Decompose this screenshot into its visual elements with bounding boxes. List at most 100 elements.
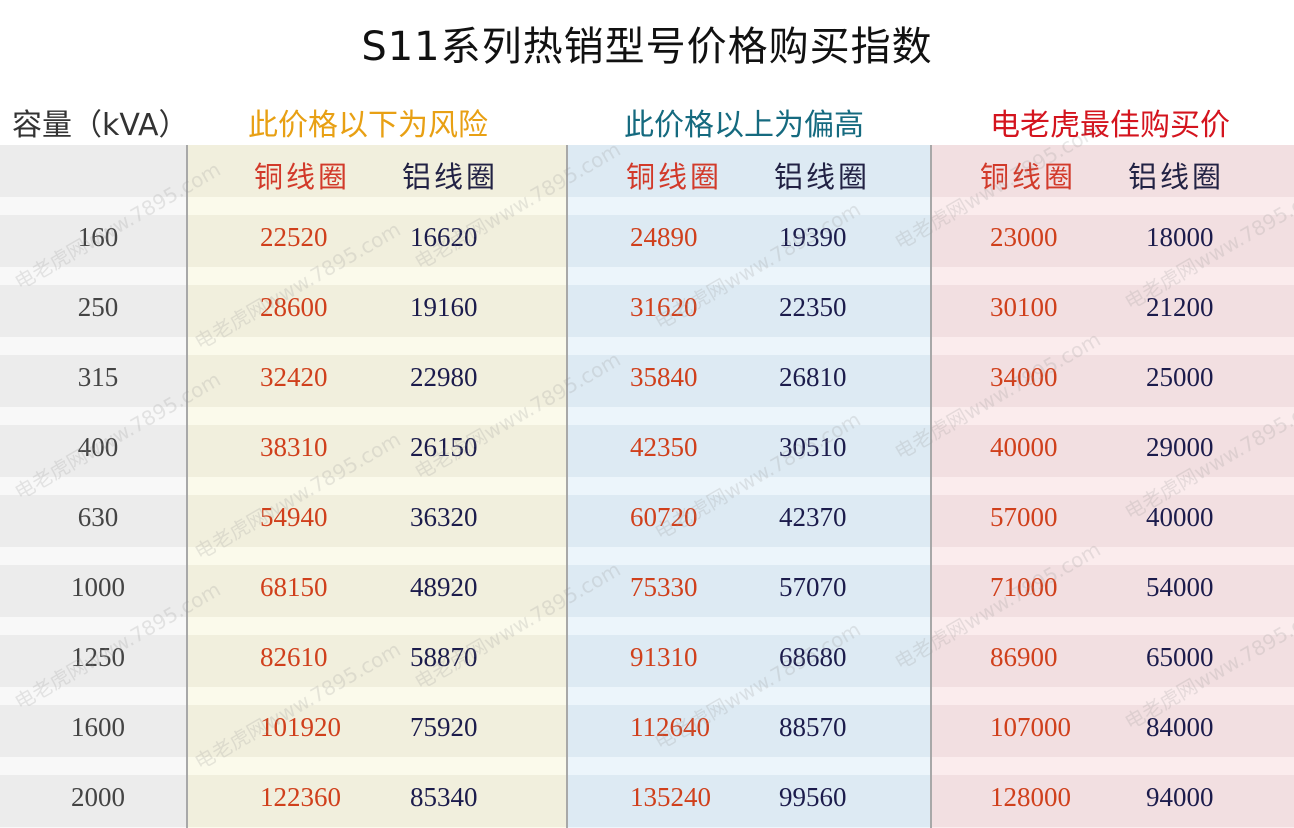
row-stripe: [932, 547, 1294, 565]
capacity-cell: 2000: [71, 782, 125, 812]
above-high-copper-cell: 60720: [630, 502, 698, 532]
best-price-aluminum-cell: 84000: [1146, 712, 1214, 742]
subheader-below-aluminum: 铝线圈: [402, 160, 499, 194]
capacity-cell: 400: [77, 432, 119, 462]
below-risk-copper-cell: 82610: [260, 642, 328, 672]
row-stripe: [568, 407, 931, 425]
capacity-cell: 630: [77, 502, 119, 532]
row-stripe: [188, 617, 567, 635]
below-risk-aluminum-cell: 36320: [410, 502, 478, 532]
above-high-copper-cell: 31620: [630, 292, 698, 322]
row-stripe: [188, 705, 567, 757]
row-stripe: [188, 215, 567, 267]
row-stripe: [932, 337, 1294, 355]
row-stripe: [568, 285, 931, 337]
row-stripe: [188, 495, 567, 547]
best-price-copper-cell: 71000: [990, 572, 1058, 602]
row-stripe: [932, 355, 1294, 407]
below-risk-copper-cell: 22520: [260, 222, 328, 252]
row-stripe: [0, 775, 187, 827]
row-stripe: [568, 635, 931, 687]
row-stripe: [932, 617, 1294, 635]
row-stripe: [188, 547, 567, 565]
row-stripe: [568, 495, 931, 547]
row-stripe: [0, 145, 187, 197]
row-stripe: [188, 687, 567, 705]
subheader-best-copper: 铜线圈: [980, 160, 1077, 194]
best-price-column-band: [932, 145, 1294, 828]
above-high-copper-cell: 42350: [630, 432, 698, 462]
row-stripe: [188, 285, 567, 337]
row-stripe: [932, 285, 1294, 337]
capacity-cell: 160: [77, 222, 119, 252]
below-risk-aluminum-cell: 85340: [410, 782, 478, 812]
capacity-cell: 1250: [71, 642, 125, 672]
below-risk-copper-cell: 28600: [260, 292, 328, 322]
best-price-aluminum-cell: 18000: [1146, 222, 1214, 252]
capacity-cell: 1600: [71, 712, 125, 742]
row-stripe: [188, 425, 567, 477]
row-stripe: [0, 565, 187, 617]
row-stripe: [932, 705, 1294, 757]
row-stripe: [932, 635, 1294, 687]
best-price-aluminum-cell: 94000: [1146, 782, 1214, 812]
row-stripe: [0, 495, 187, 547]
row-stripe: [188, 355, 567, 407]
below-risk-copper-cell: 122360: [260, 782, 341, 812]
below-risk-column-band: [188, 145, 567, 828]
row-stripe: [0, 705, 187, 757]
above-high-aluminum-cell: 57070: [779, 572, 847, 602]
row-stripe: [932, 775, 1294, 827]
row-stripe: [932, 687, 1294, 705]
row-stripe: [0, 687, 187, 705]
row-stripe: [0, 197, 187, 215]
row-stripe: [568, 687, 931, 705]
above-high-aluminum-cell: 42370: [779, 502, 847, 532]
row-stripe: [932, 565, 1294, 617]
above-high-aluminum-cell: 22350: [779, 292, 847, 322]
below-risk-aluminum-cell: 48920: [410, 572, 478, 602]
best-price-copper-cell: 86900: [990, 642, 1058, 672]
row-stripe: [568, 775, 931, 827]
above-high-aluminum-cell: 99560: [779, 782, 847, 812]
row-stripe: [188, 635, 567, 687]
best-price-copper-cell: 107000: [990, 712, 1071, 742]
column-divider: [566, 145, 568, 828]
row-stripe: [0, 355, 187, 407]
subheader-above-copper: 铜线圈: [626, 160, 723, 194]
row-stripe: [568, 705, 931, 757]
row-stripe: [0, 215, 187, 267]
row-stripe: [568, 617, 931, 635]
row-stripe: [0, 285, 187, 337]
column-divider: [930, 145, 932, 828]
row-stripe: [568, 425, 931, 477]
below-risk-copper-cell: 68150: [260, 572, 328, 602]
below-risk-aluminum-cell: 22980: [410, 362, 478, 392]
row-stripe: [0, 477, 187, 495]
above-high-aluminum-cell: 68680: [779, 642, 847, 672]
row-stripe: [188, 565, 567, 617]
best-price-copper-cell: 34000: [990, 362, 1058, 392]
below-risk-copper-cell: 101920: [260, 712, 341, 742]
best-price-aluminum-cell: 40000: [1146, 502, 1214, 532]
above-high-copper-cell: 91310: [630, 642, 698, 672]
row-stripe: [188, 337, 567, 355]
best-price-aluminum-cell: 25000: [1146, 362, 1214, 392]
best-price-copper-cell: 128000: [990, 782, 1071, 812]
below-risk-aluminum-cell: 26150: [410, 432, 478, 462]
capacity-cell: 315: [77, 362, 119, 392]
row-stripe: [188, 775, 567, 827]
row-stripe: [568, 267, 931, 285]
best-price-aluminum-cell: 54000: [1146, 572, 1214, 602]
capacity-cell: 250: [77, 292, 119, 322]
above-high-aluminum-cell: 30510: [779, 432, 847, 462]
row-stripe: [188, 145, 567, 197]
row-stripe: [188, 197, 567, 215]
row-stripe: [932, 757, 1294, 775]
row-stripe: [568, 197, 931, 215]
row-stripe: [188, 477, 567, 495]
row-stripe: [932, 267, 1294, 285]
row-stripe: [568, 477, 931, 495]
best-price-copper-cell: 57000: [990, 502, 1058, 532]
row-stripe: [932, 407, 1294, 425]
